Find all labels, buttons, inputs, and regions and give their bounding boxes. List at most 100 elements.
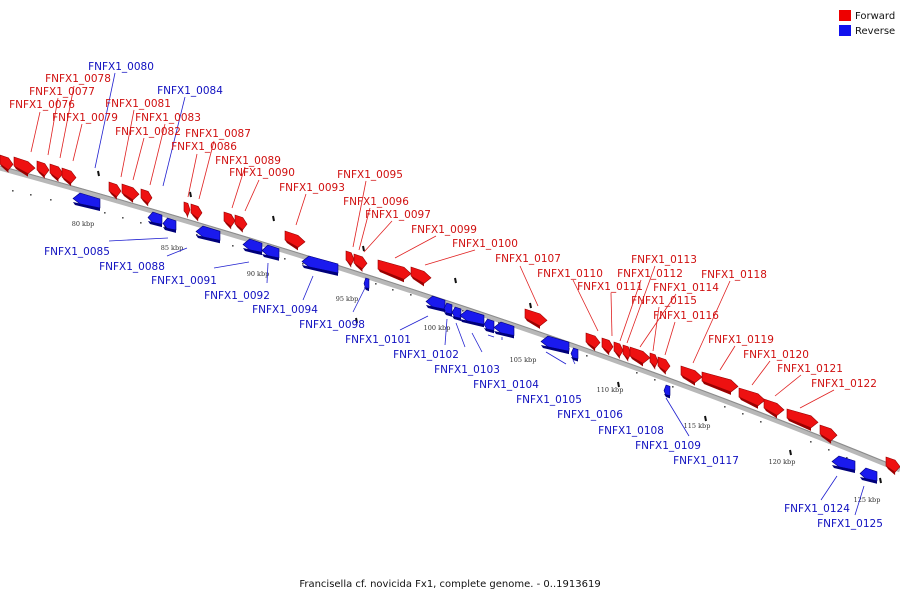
forward-gene-label[interactable]: FNFX1_0090 xyxy=(229,167,295,179)
forward-gene-block[interactable] xyxy=(61,167,77,187)
forward-gene-label[interactable]: FNFX1_0110 xyxy=(537,268,603,280)
reverse-gene-block[interactable] xyxy=(663,384,671,399)
reverse-gene-block[interactable] xyxy=(483,318,495,334)
reverse-gene-label[interactable]: FNFX1_0094 xyxy=(252,304,318,316)
forward-gene-label[interactable]: FNFX1_0076 xyxy=(9,99,75,111)
forward-gene-label[interactable]: FNFX1_0095 xyxy=(337,169,403,181)
reverse-gene-label[interactable]: FNFX1_0102 xyxy=(393,349,459,361)
reverse-gene-block[interactable] xyxy=(831,455,856,474)
reverse-gene-label[interactable]: FNFX1_0104 xyxy=(473,379,539,391)
forward-gene-label[interactable]: FNFX1_0116 xyxy=(653,310,719,322)
forward-gene-block[interactable] xyxy=(524,308,548,329)
reverse-gene-label[interactable]: FNFX1_0109 xyxy=(635,440,701,452)
forward-gene-label[interactable]: FNFX1_0099 xyxy=(411,224,477,236)
reverse-gene-label[interactable]: FNFX1_0085 xyxy=(44,246,110,258)
forward-gene-block[interactable] xyxy=(819,424,838,444)
reverse-gene-block[interactable] xyxy=(162,217,177,233)
forward-gene-block[interactable] xyxy=(763,398,785,419)
forward-gene-block[interactable] xyxy=(183,201,191,219)
forward-gene-label[interactable]: FNFX1_0119 xyxy=(708,334,774,346)
reverse-gene-block[interactable] xyxy=(363,277,370,292)
forward-gene-label[interactable]: FNFX1_0122 xyxy=(811,378,877,390)
reverse-gene-label[interactable]: FNFX1_0084 xyxy=(157,85,223,97)
forward-gene-label[interactable]: FNFX1_0113 xyxy=(631,254,697,266)
forward-gene-block[interactable] xyxy=(0,154,14,173)
forward-gene-block[interactable] xyxy=(36,160,50,179)
forward-gene-block[interactable] xyxy=(680,365,703,386)
forward-gene-block[interactable] xyxy=(345,250,355,268)
forward-gene-label[interactable]: FNFX1_0107 xyxy=(495,253,561,265)
reverse-gene-label[interactable]: FNFX1_0080 xyxy=(88,61,154,73)
reverse-gene-block[interactable] xyxy=(147,211,163,228)
reverse-gene-label[interactable]: FNFX1_0117 xyxy=(673,455,739,467)
forward-gene-block[interactable] xyxy=(377,259,412,283)
reverse-gene-label[interactable]: FNFX1_0101 xyxy=(345,334,411,346)
forward-gene-label[interactable]: FNFX1_0121 xyxy=(777,363,843,375)
forward-gene-block[interactable] xyxy=(738,387,766,409)
forward-gene-label[interactable]: FNFX1_0115 xyxy=(631,295,697,307)
forward-gene-block[interactable] xyxy=(786,408,819,431)
forward-gene-label[interactable]: FNFX1_0077 xyxy=(29,86,95,98)
forward-gene-label[interactable]: FNFX1_0079 xyxy=(52,112,118,124)
forward-gene-label[interactable]: FNFX1_0097 xyxy=(365,209,431,221)
forward-gene-label[interactable]: FNFX1_0081 xyxy=(105,98,171,110)
forward-gene-label[interactable]: FNFX1_0078 xyxy=(45,73,111,85)
reverse-gene-label[interactable]: FNFX1_0105 xyxy=(516,394,582,406)
forward-gene-block[interactable] xyxy=(629,346,651,367)
reverse-gene-block[interactable] xyxy=(425,295,446,313)
forward-gene-block[interactable] xyxy=(108,181,122,200)
forward-gene-block[interactable] xyxy=(140,188,153,207)
forward-gene-label[interactable]: FNFX1_0082 xyxy=(115,126,181,138)
forward-gene-label[interactable]: FNFX1_0087 xyxy=(185,128,251,140)
reverse-gene-block[interactable] xyxy=(859,467,878,484)
reverse-gene-block[interactable] xyxy=(72,192,101,211)
forward-gene-label[interactable]: FNFX1_0112 xyxy=(617,268,683,280)
forward-gene-block[interactable] xyxy=(613,341,624,359)
forward-gene-block[interactable] xyxy=(601,337,614,356)
reverse-gene-block[interactable] xyxy=(301,255,339,276)
forward-gene-block[interactable] xyxy=(284,230,306,251)
forward-gene-block[interactable] xyxy=(649,352,659,370)
forward-gene-label[interactable]: FNFX1_0096 xyxy=(343,196,409,208)
reverse-gene-block[interactable] xyxy=(443,302,453,317)
reverse-gene-block[interactable] xyxy=(242,238,263,256)
forward-gene-block[interactable] xyxy=(49,163,64,182)
forward-gene-label[interactable]: FNFX1_0111 xyxy=(577,281,643,293)
forward-gene-label[interactable]: FNFX1_0089 xyxy=(215,155,281,167)
forward-gene-block[interactable] xyxy=(121,183,140,203)
forward-gene-block[interactable] xyxy=(410,266,432,287)
reverse-gene-label[interactable]: FNFX1_0124 xyxy=(784,503,850,515)
reverse-gene-label[interactable]: FNFX1_0098 xyxy=(299,319,365,331)
reverse-gene-label[interactable]: FNFX1_0088 xyxy=(99,261,165,273)
reverse-gene-label[interactable]: FNFX1_0108 xyxy=(598,425,664,437)
reverse-gene-block[interactable] xyxy=(570,347,579,362)
forward-gene-label[interactable]: FNFX1_0118 xyxy=(701,269,767,281)
forward-gene-block[interactable] xyxy=(223,211,236,230)
reverse-gene-block[interactable] xyxy=(540,335,570,355)
reverse-gene-label[interactable]: FNFX1_0092 xyxy=(204,290,270,302)
forward-gene-label[interactable]: FNFX1_0120 xyxy=(743,349,809,361)
reverse-gene-block[interactable] xyxy=(195,225,221,244)
forward-gene-block[interactable] xyxy=(657,356,671,375)
forward-gene-label[interactable]: FNFX1_0093 xyxy=(279,182,345,194)
forward-gene-block[interactable] xyxy=(622,344,632,362)
reverse-gene-block[interactable] xyxy=(493,321,515,339)
reverse-gene-label[interactable]: FNFX1_0103 xyxy=(434,364,500,376)
forward-gene-block[interactable] xyxy=(353,253,368,272)
forward-gene-block[interactable] xyxy=(190,203,203,222)
forward-gene-label[interactable]: FNFX1_0083 xyxy=(135,112,201,124)
reverse-gene-label[interactable]: FNFX1_0106 xyxy=(557,409,623,421)
reverse-gene-block[interactable] xyxy=(459,309,485,328)
reverse-gene-label[interactable]: FNFX1_0091 xyxy=(151,275,217,287)
reverse-gene-block[interactable] xyxy=(261,244,280,261)
reverse-gene-block[interactable] xyxy=(451,306,462,321)
reverse-gene-label[interactable]: FNFX1_0125 xyxy=(817,518,883,530)
forward-gene-label[interactable]: FNFX1_0100 xyxy=(452,238,518,250)
forward-gene-label[interactable]: FNFX1_0086 xyxy=(171,141,237,153)
forward-gene-block[interactable] xyxy=(701,371,739,395)
forward-gene-block[interactable] xyxy=(585,332,601,352)
forward-gene-label[interactable]: FNFX1_0114 xyxy=(653,282,719,294)
forward-gene-block[interactable] xyxy=(885,456,900,476)
forward-gene-block[interactable] xyxy=(234,214,248,233)
forward-gene-block[interactable] xyxy=(13,156,36,177)
